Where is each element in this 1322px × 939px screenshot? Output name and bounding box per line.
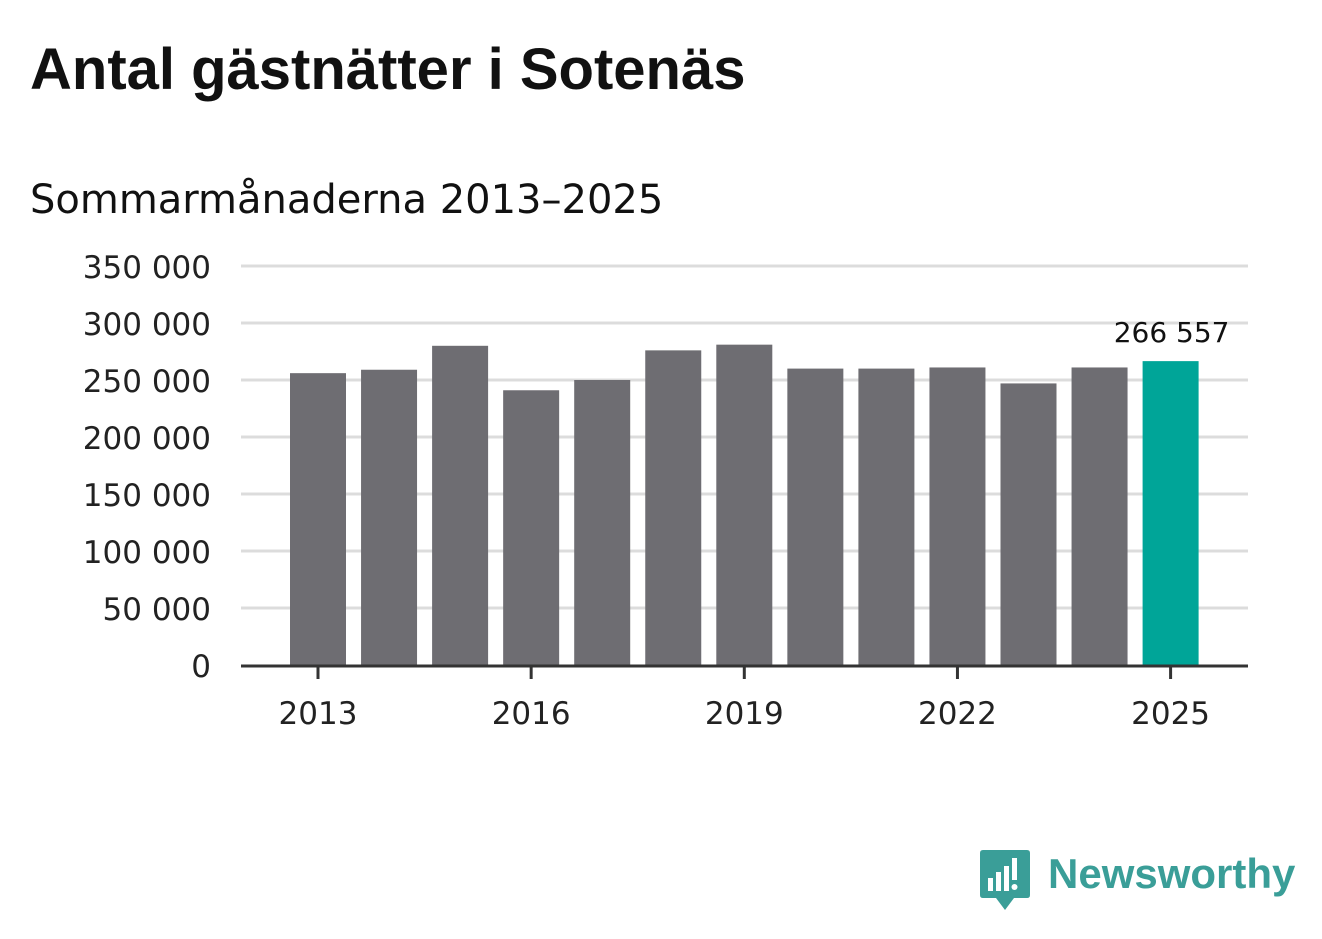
x-tick-label: 2019 xyxy=(705,696,784,732)
newsworthy-brand: Newsworthy xyxy=(980,850,1300,912)
bar-2024 xyxy=(1071,367,1128,665)
bar-2014 xyxy=(361,369,418,665)
y-tick-label: 150 000 xyxy=(83,478,211,514)
x-axis: 2013 2016 2019 2022 2025 xyxy=(241,664,1248,732)
y-tick-label: 50 000 xyxy=(103,592,211,628)
y-tick-label: 300 000 xyxy=(83,307,211,343)
y-tick-label: 100 000 xyxy=(83,535,211,571)
x-tick-label: 2025 xyxy=(1131,696,1210,732)
x-tick-label: 2013 xyxy=(279,696,358,732)
bars xyxy=(290,344,1199,665)
y-axis-tick-labels: 0 50 000 100 000 150 000 200 000 250 000 300 0… xyxy=(83,250,211,685)
bar-2015 xyxy=(432,345,489,665)
chart-subtitle: Sommarmånaderna 2013–2025 xyxy=(30,177,664,223)
newsworthy-logo-icon xyxy=(980,850,1030,910)
bar-2016 xyxy=(503,390,560,665)
y-tick-label: 200 000 xyxy=(83,421,211,457)
data-labels: 266 557 xyxy=(1114,316,1230,349)
bar-2023 xyxy=(1000,383,1057,665)
y-tick-label: 350 000 xyxy=(83,250,211,286)
bar-2025 xyxy=(1142,361,1199,665)
bar-2013 xyxy=(290,373,346,665)
x-tick-label: 2016 xyxy=(492,696,571,732)
y-tick-label: 0 xyxy=(191,649,211,685)
bar-2021 xyxy=(858,368,915,665)
chart-title: Antal gästnätter i Sotenäs xyxy=(30,37,746,102)
bar-2022 xyxy=(929,367,986,665)
bar-chart: 0 50 000 100 000 150 000 200 000 250 000 300 0… xyxy=(83,250,1248,732)
bar-2020 xyxy=(787,368,844,665)
x-tick-label: 2022 xyxy=(918,696,997,732)
bar-2017 xyxy=(574,380,631,665)
bar-2018 xyxy=(645,350,702,665)
data-label-2025: 266 557 xyxy=(1114,316,1230,349)
newsworthy-brand-name: Newsworthy xyxy=(1048,850,1296,897)
y-tick-label: 250 000 xyxy=(83,364,211,400)
bar-2019 xyxy=(716,344,773,665)
